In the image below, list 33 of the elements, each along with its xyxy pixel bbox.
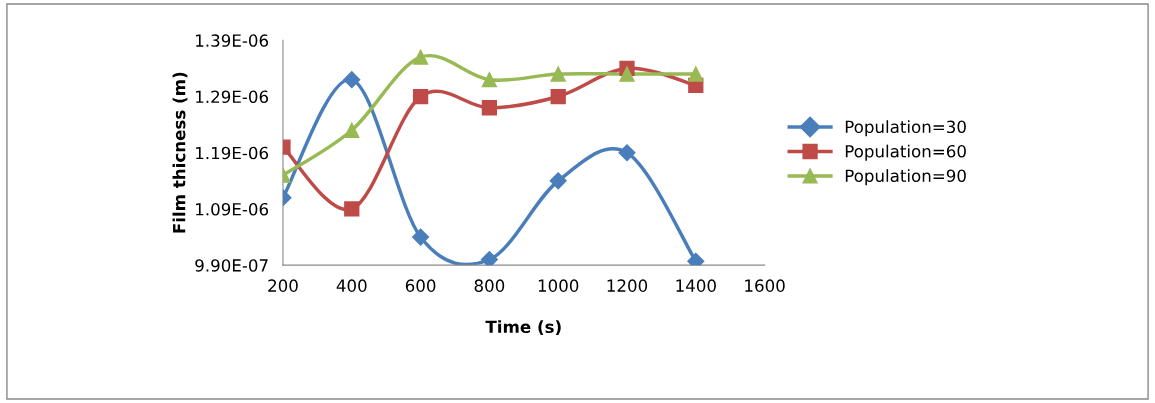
y-axis-title: Film thicness (m) <box>172 72 188 233</box>
point <box>550 88 566 105</box>
x-tick-label: 1200 <box>607 279 648 292</box>
point <box>344 122 360 138</box>
point <box>619 66 635 82</box>
point <box>549 172 567 190</box>
x-tick-label: 1000 <box>538 279 579 292</box>
legend-label: Population=30 <box>845 120 966 137</box>
point <box>344 201 360 217</box>
y-tick-label: 1.39E-06 <box>196 34 269 47</box>
y-tick-label: 1.09E-06 <box>196 202 269 216</box>
y-tick-label: 1.29E-06 <box>196 90 269 104</box>
x-tick-label: 1600 <box>745 279 785 292</box>
point <box>688 66 704 82</box>
point <box>412 49 429 65</box>
x-tick-label: 200 <box>268 279 298 292</box>
point <box>550 66 566 82</box>
point <box>412 228 430 246</box>
y-tick-label: 9.90E-07 <box>195 259 268 272</box>
x-tick-label: 1400 <box>676 279 716 292</box>
legend-label: Population=90 <box>845 169 966 186</box>
x-tick-label: 400 <box>336 279 367 292</box>
x-axis-title: Time (s) <box>485 320 561 336</box>
point <box>480 251 498 266</box>
point <box>412 88 429 105</box>
x-tick-label: 800 <box>474 279 505 292</box>
x-tick-label: 600 <box>405 279 436 292</box>
point <box>343 71 361 89</box>
point <box>618 144 636 162</box>
point <box>481 72 498 88</box>
y-tick-label: 1.19E-06 <box>196 146 269 160</box>
point <box>481 100 498 116</box>
legend-label: Population=60 <box>845 144 966 161</box>
